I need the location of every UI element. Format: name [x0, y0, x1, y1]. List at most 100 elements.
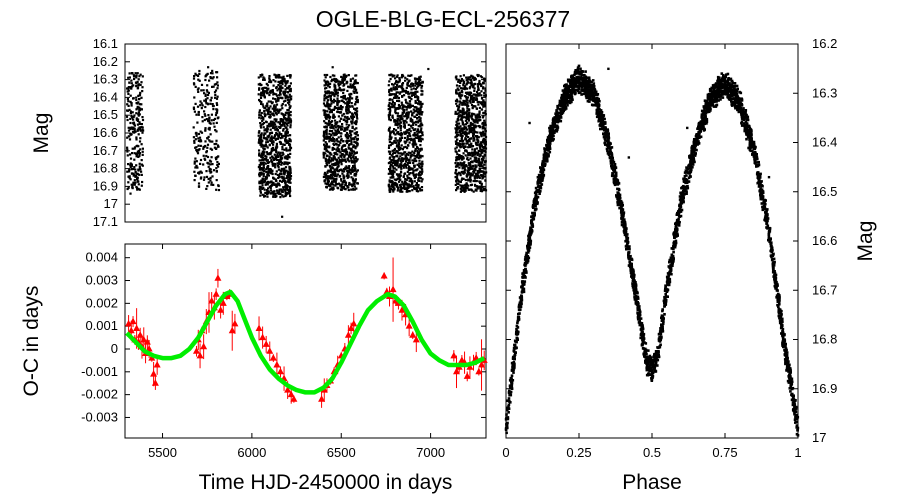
data-point: [332, 139, 335, 142]
data-point: [661, 322, 665, 326]
data-point: [630, 262, 633, 266]
data-point: [331, 125, 334, 128]
data-point: [464, 187, 467, 190]
data-point: [263, 112, 266, 115]
data-point: [284, 90, 287, 93]
data-point: [278, 190, 281, 193]
data-point: [198, 136, 202, 139]
data-point: [262, 136, 265, 139]
data-point: [484, 145, 487, 148]
data-point: [484, 188, 487, 191]
data-point: [344, 181, 347, 184]
data-point: [409, 130, 412, 133]
data-point: [412, 185, 415, 188]
data-point: [258, 113, 261, 117]
data-point: [141, 150, 144, 153]
data-point: [336, 97, 339, 100]
data-point: [265, 176, 269, 179]
data-point: [341, 170, 344, 173]
data-point: [465, 76, 468, 79]
data-point: [340, 81, 343, 84]
data-point: [419, 140, 422, 143]
data-point: [328, 105, 331, 108]
data-point: [345, 135, 348, 139]
data-point: [482, 124, 485, 127]
data-point: [141, 75, 144, 78]
data-point: [404, 165, 407, 168]
data-point: [213, 125, 216, 128]
data-point: [267, 136, 270, 139]
data-point: [404, 90, 407, 93]
data-point: [286, 101, 290, 104]
data-point: [645, 368, 649, 372]
data-point: [411, 126, 414, 130]
data-point: [277, 166, 280, 169]
data-point: [285, 129, 288, 132]
data-point: [276, 189, 279, 192]
data-point: [328, 108, 331, 111]
data-point: [403, 115, 406, 118]
data-point: [482, 82, 485, 85]
data-point: [416, 149, 419, 153]
data-point: [390, 160, 393, 163]
data-point: [209, 72, 213, 75]
data-point: [467, 159, 470, 162]
data-point: [285, 188, 288, 191]
data-point: [484, 110, 487, 113]
data-point: [136, 87, 139, 90]
data-point: [284, 162, 287, 165]
data-point: [193, 141, 196, 144]
data-point: [209, 99, 212, 102]
data-point: [467, 109, 470, 112]
data-point: [131, 147, 134, 150]
data-point: [410, 110, 413, 113]
data-point: [275, 170, 278, 173]
data-point: [467, 132, 470, 135]
data-point: [419, 111, 422, 114]
data-point: [462, 163, 465, 166]
data-point: [284, 135, 287, 139]
data-point: [410, 139, 413, 142]
data-point: [455, 133, 458, 136]
data-point: [215, 188, 218, 191]
data-point: [388, 129, 391, 132]
data-point: [512, 368, 515, 372]
data-point: [274, 98, 277, 101]
data-point: [413, 160, 416, 163]
data-point: [414, 80, 417, 83]
data-point: [465, 87, 468, 90]
data-point: [342, 140, 345, 143]
data-point: [322, 130, 326, 133]
measurement-marker: [276, 367, 284, 375]
data-point: [211, 140, 214, 143]
data-point: [261, 139, 264, 142]
data-point: [421, 134, 424, 137]
data-point: [323, 125, 326, 128]
measurement-marker: [453, 367, 461, 375]
data-point: [132, 115, 135, 119]
data-point: [280, 76, 283, 79]
data-point: [286, 131, 289, 134]
data-point: [277, 176, 280, 179]
data-point: [135, 85, 138, 88]
data-point: [204, 78, 207, 82]
data-point: [324, 141, 327, 144]
data-point: [413, 166, 416, 169]
data-point: [462, 146, 466, 149]
data-point: [192, 82, 196, 85]
data-point: [140, 123, 143, 126]
data-point: [457, 134, 460, 137]
data-point: [484, 101, 487, 104]
measurement-marker: [212, 290, 220, 297]
data-point: [391, 83, 394, 86]
data-point: [282, 129, 285, 132]
data-point: [411, 159, 414, 162]
data-point: [471, 155, 474, 158]
data-point: [267, 87, 270, 90]
data-point: [472, 179, 475, 183]
data-point: [604, 143, 607, 146]
data-point: [469, 121, 472, 124]
data-point: [455, 189, 458, 192]
data-point: [336, 121, 339, 124]
data-point: [203, 92, 206, 95]
